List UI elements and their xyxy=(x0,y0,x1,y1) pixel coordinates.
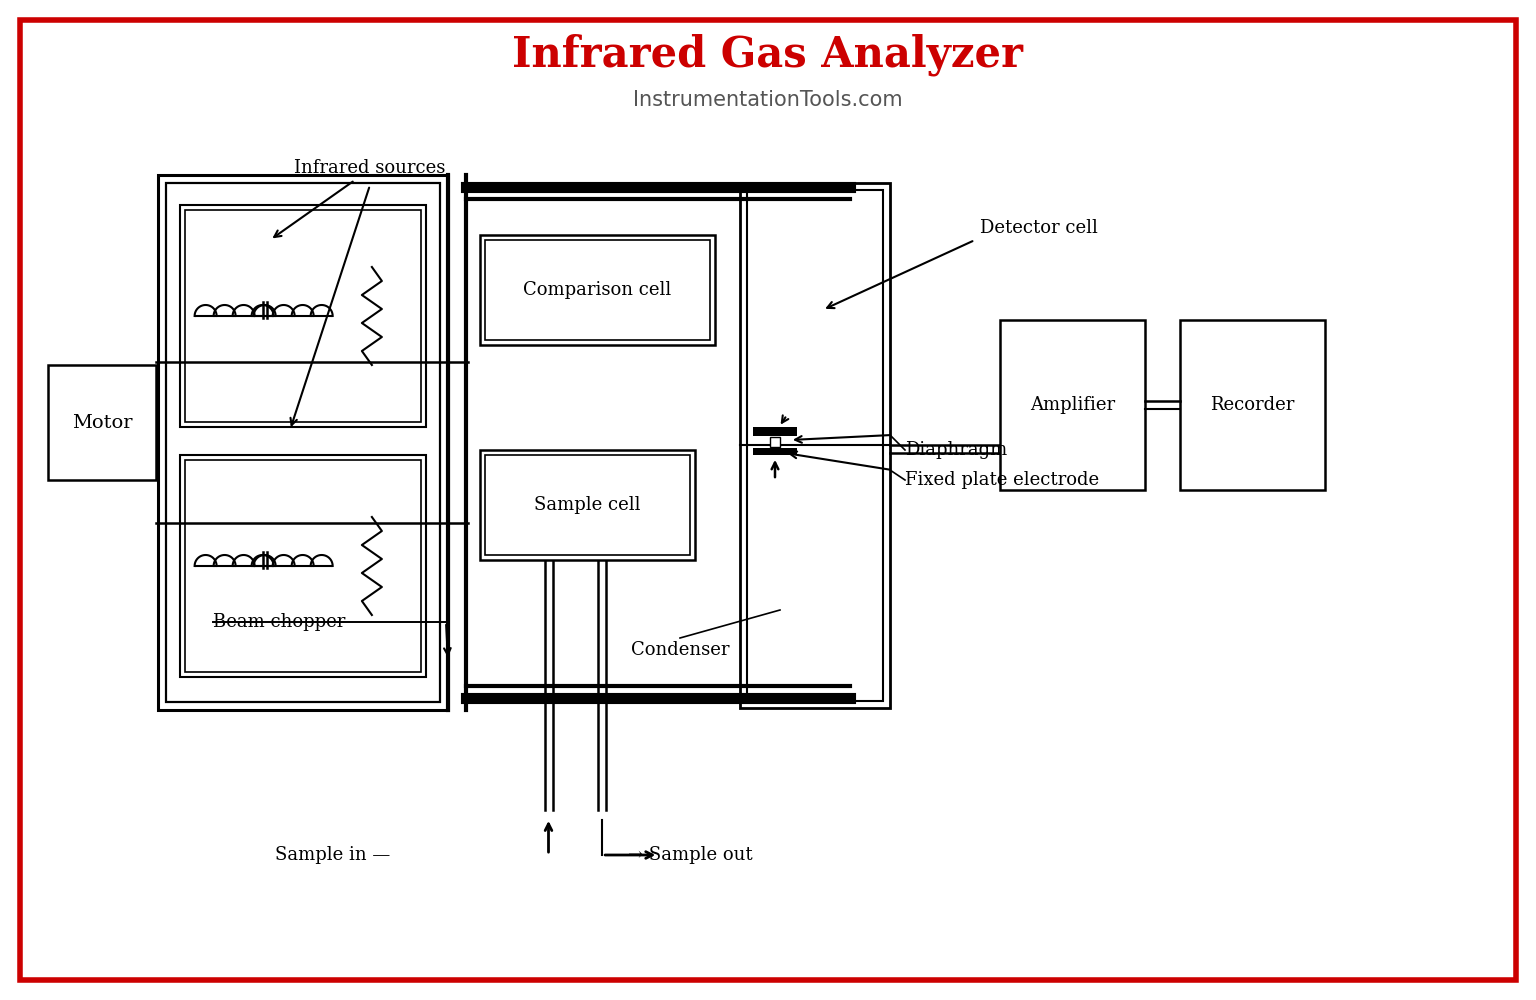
Text: Diaphragm: Diaphragm xyxy=(905,441,1008,459)
Text: Sample in —: Sample in — xyxy=(275,846,390,864)
Bar xyxy=(770,437,780,447)
Text: → Sample out: → Sample out xyxy=(628,846,753,864)
Text: InstrumentationTools.com: InstrumentationTools.com xyxy=(633,90,903,110)
Bar xyxy=(184,460,421,672)
Text: Detector cell: Detector cell xyxy=(980,219,1098,237)
Bar xyxy=(166,183,439,702)
Bar xyxy=(479,450,694,560)
Bar xyxy=(479,235,714,345)
Text: Motor: Motor xyxy=(72,414,132,432)
Text: Sample cell: Sample cell xyxy=(535,496,641,514)
Text: Fixed plate electrode: Fixed plate electrode xyxy=(905,471,1100,489)
Bar xyxy=(180,455,425,677)
Bar xyxy=(158,175,449,710)
Text: Infrared sources: Infrared sources xyxy=(295,159,445,177)
Text: Infrared Gas Analyzer: Infrared Gas Analyzer xyxy=(513,34,1023,76)
Text: Amplifier: Amplifier xyxy=(1031,396,1115,414)
Bar xyxy=(485,455,690,555)
Bar xyxy=(180,205,425,427)
Bar xyxy=(184,210,421,422)
Bar xyxy=(1180,320,1326,490)
Bar xyxy=(48,365,157,480)
Bar xyxy=(485,240,710,340)
Text: Comparison cell: Comparison cell xyxy=(524,281,671,299)
Bar xyxy=(746,190,883,701)
Bar xyxy=(1000,320,1144,490)
Bar xyxy=(753,427,797,436)
Text: Condenser: Condenser xyxy=(631,641,730,659)
Bar xyxy=(753,448,797,455)
Text: Beam chopper: Beam chopper xyxy=(214,613,346,631)
Bar xyxy=(740,183,889,708)
Text: Recorder: Recorder xyxy=(1210,396,1295,414)
